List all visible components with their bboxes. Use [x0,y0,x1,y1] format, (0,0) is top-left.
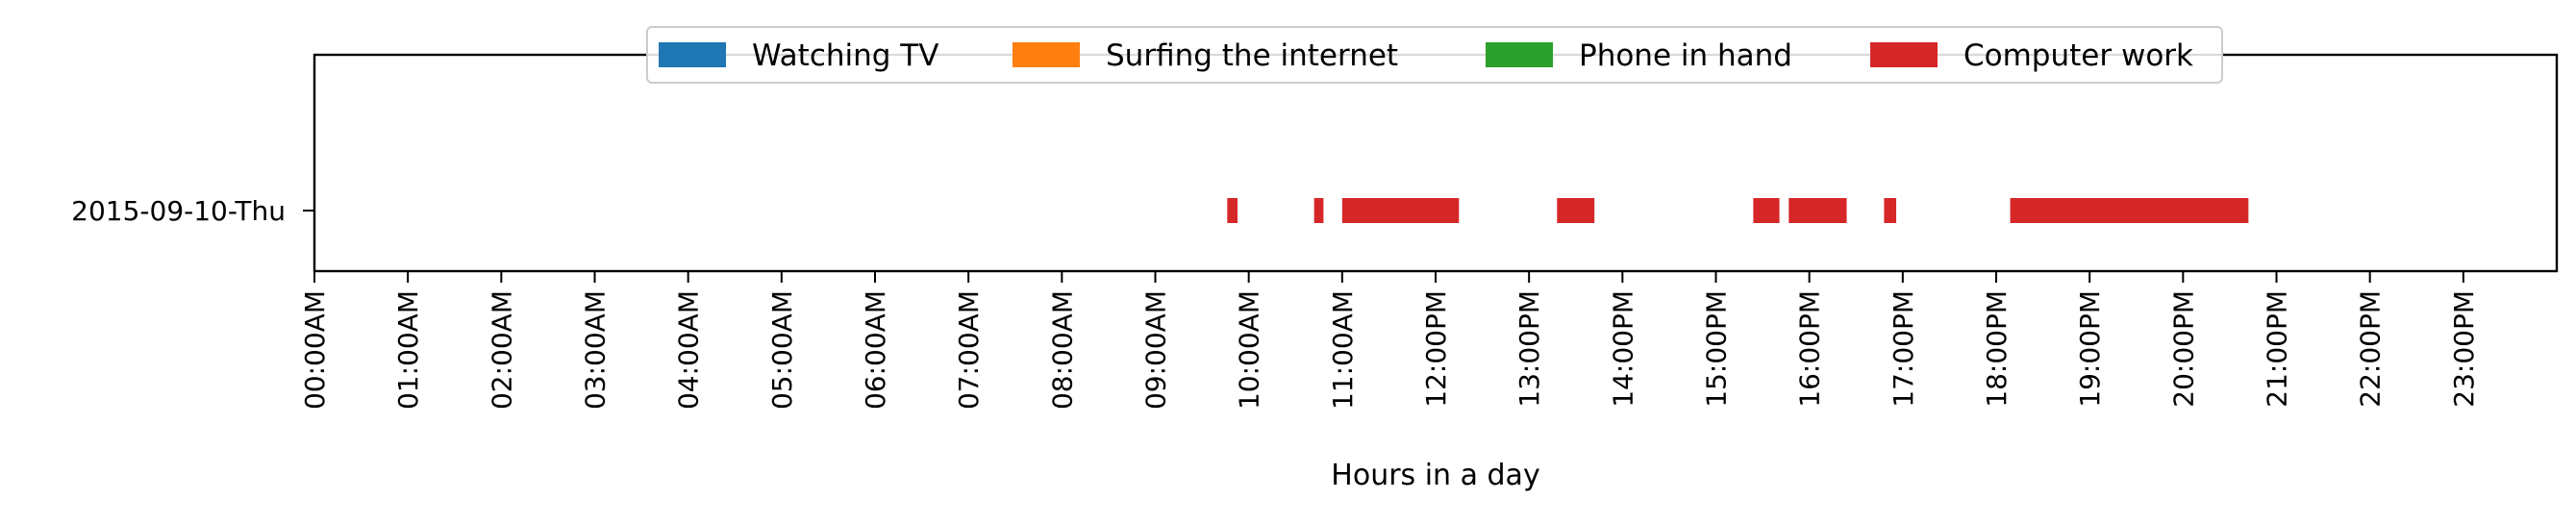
legend-box [646,26,2223,84]
x-tick-label: 06:00AM [860,290,891,410]
bar-computer-work-0 [1227,198,1238,223]
plot-frame [313,53,2559,273]
x-tick-label: 19:00PM [2074,290,2106,408]
x-axis-title: Hours in a day [1331,459,1539,492]
legend-swatch-phone-in-hand [1486,42,1553,67]
legend-label-surfing-the-internet: Surfing the internet [1106,38,1398,73]
x-tick-label: 07:00AM [953,290,985,410]
x-tick-label: 03:00AM [580,290,612,410]
x-tick-label: 23:00PM [2448,290,2480,408]
x-tick-label: 04:00AM [673,290,705,410]
x-tick-label: 01:00AM [392,290,424,410]
x-tick-label: 15:00PM [1701,290,1733,408]
x-tick-label: 14:00PM [1607,290,1638,408]
x-tick-label: 16:00PM [1794,290,1826,408]
x-tick-label: 21:00PM [2262,290,2293,408]
x-tick-label: 20:00PM [2167,290,2199,408]
legend-label-phone-in-hand: Phone in hand [1579,38,1792,73]
legend: Watching TV Surfing the internet Phone in … [646,26,2223,84]
legend-swatch-surfing-the-internet [1013,42,1080,67]
x-tick-label: 08:00AM [1046,290,1078,410]
bar-computer-work-1 [1313,198,1324,223]
bar-computer-work-7 [2010,198,2249,223]
x-tick-label: 12:00PM [1420,290,1452,408]
x-tick-label: 17:00PM [1888,290,1919,408]
x-tick-label: 00:00AM [299,290,331,410]
bar-computer-work-2 [1341,198,1460,223]
bar-computer-work-4 [1753,198,1780,223]
x-tick-label: 10:00AM [1234,290,1265,410]
x-tick-label: 05:00AM [766,290,798,410]
bar-computer-work-3 [1557,198,1595,223]
x-tick-label: 02:00AM [486,290,517,410]
legend-label-computer-work: Computer work [1963,38,2193,73]
x-tick-label: 13:00PM [1513,290,1545,408]
legend-swatch-computer-work [1870,42,1938,67]
bar-computer-work-6 [1884,198,1897,223]
legend-swatch-watching-tv [659,42,726,67]
x-tick-label: 09:00AM [1140,290,1172,410]
marks-layer [1227,198,2249,223]
bar-computer-work-5 [1788,198,1847,223]
legend-label-watching-tv: Watching TV [752,38,938,73]
x-tick-label: 22:00PM [2355,290,2387,408]
y-category-label: 2015-09-10-Thu [71,195,286,227]
x-tick-label: 11:00AM [1327,290,1359,410]
axes-layer: 00:00AM 01:00AM 02:00AM 03:00AM 04:00AM 05:00… [71,195,2480,410]
x-tick-label: 18:00PM [1981,290,2013,408]
